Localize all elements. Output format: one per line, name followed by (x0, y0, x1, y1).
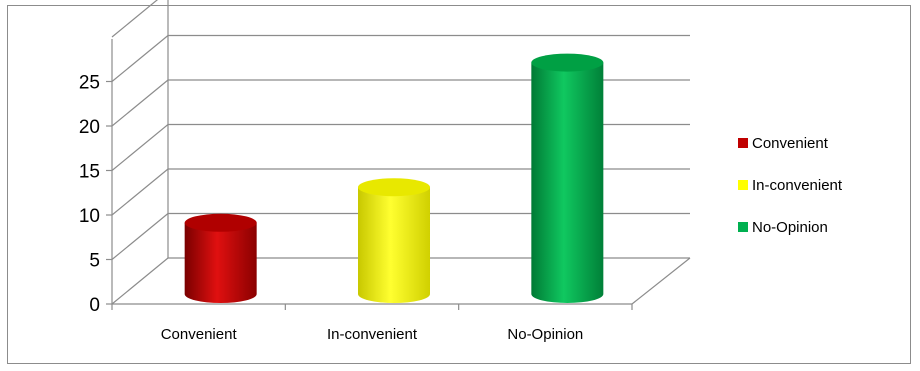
axis-layer (106, 39, 633, 310)
bar-in-convenient (358, 178, 430, 303)
bar-top (184, 213, 257, 232)
gridline-side (111, 213, 169, 260)
legend: Convenient In-convenient No-Opinion (738, 135, 843, 236)
x-tick-label: In-convenient (327, 326, 418, 343)
legend-swatch (738, 138, 748, 148)
x-tick-label: Convenient (161, 326, 238, 343)
bar-convenient (184, 213, 257, 303)
gridline-side (111, 35, 169, 82)
legend-item: No-Opinion (738, 219, 828, 236)
gridline-side (111, 168, 169, 216)
legend-swatch (738, 180, 748, 190)
legend-swatch (738, 222, 748, 232)
y-tick-label: 5 (89, 251, 100, 272)
bar-top (358, 178, 430, 197)
bars-layer (184, 53, 604, 303)
gridline-side (111, 257, 169, 305)
y-tick-label: 10 (79, 206, 100, 227)
legend-label: In-convenient (752, 177, 843, 194)
gridline-side (111, 79, 169, 127)
x-tick-label: No-Opinion (507, 326, 583, 343)
bar-body (184, 222, 257, 303)
gridline-side (111, 0, 158, 38)
y-tick-label: 20 (79, 117, 100, 138)
legend-item: Convenient (738, 135, 829, 152)
bar-body (531, 62, 604, 303)
legend-label: Convenient (752, 135, 829, 152)
legend-label: No-Opinion (752, 219, 828, 236)
y-tick-label: 15 (79, 162, 100, 183)
bar-top (531, 53, 604, 72)
legend-item: In-convenient (738, 177, 843, 194)
bar-body (358, 187, 430, 303)
labels-layer: 0 5 10 15 20 25 Convenient In-convenient No-Opin… (79, 73, 583, 344)
y-tick-label: 0 (89, 295, 100, 316)
bar-no-opinion (531, 53, 604, 303)
gridline-side (111, 124, 169, 171)
floor-edge (631, 257, 691, 305)
y-tick-label: 25 (79, 73, 100, 94)
